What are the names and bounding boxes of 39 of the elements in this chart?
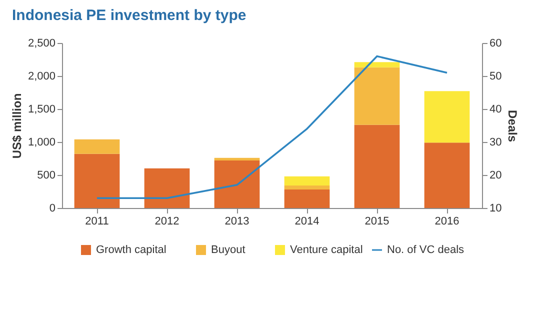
y2-tick-label: 40 [490,104,502,116]
bar [424,142,470,208]
bar [284,186,330,190]
x-tick-label: 2011 [85,216,109,228]
bar [284,176,330,186]
y-tick-label: 1,500 [28,104,56,116]
bar [144,168,190,208]
y-tick-label: 0 [49,202,56,214]
y2-tick-label: 10 [490,202,502,214]
y2-tick-label: 30 [490,136,502,148]
bar [74,154,120,208]
legend-label: Venture capital [290,244,363,256]
x-tick-label: 2013 [224,216,250,228]
chart-title: Indonesia PE investment by type [12,7,246,24]
y2-tick-label: 20 [490,170,502,182]
bar [424,91,470,143]
x-tick-label: 2016 [434,216,460,228]
y-tick-label: 2,000 [28,70,56,82]
line-series [96,55,448,199]
y2-tick-label: 50 [490,70,502,82]
legend-label: Buyout [211,244,246,256]
bar [214,158,260,160]
x-tick-label: 2014 [294,216,320,228]
bar [354,124,400,208]
y2-axis-title: Deals [506,110,520,142]
bar [214,160,260,208]
bar [354,67,400,125]
y-tick-label: 500 [37,170,56,182]
legend-label: Growth capital [96,244,166,256]
y2-tick-label: 60 [490,38,502,50]
y-axis-title: US$ million [10,93,24,159]
legend-label: No. of VC deals [387,244,465,256]
x-tick-label: 2012 [154,216,180,228]
bar [74,139,120,154]
y-tick-label: 2,500 [28,38,56,50]
x-tick-label: 2015 [364,216,390,228]
bar [354,62,400,68]
bar [284,190,330,208]
y-tick-label: 1,000 [28,136,56,148]
